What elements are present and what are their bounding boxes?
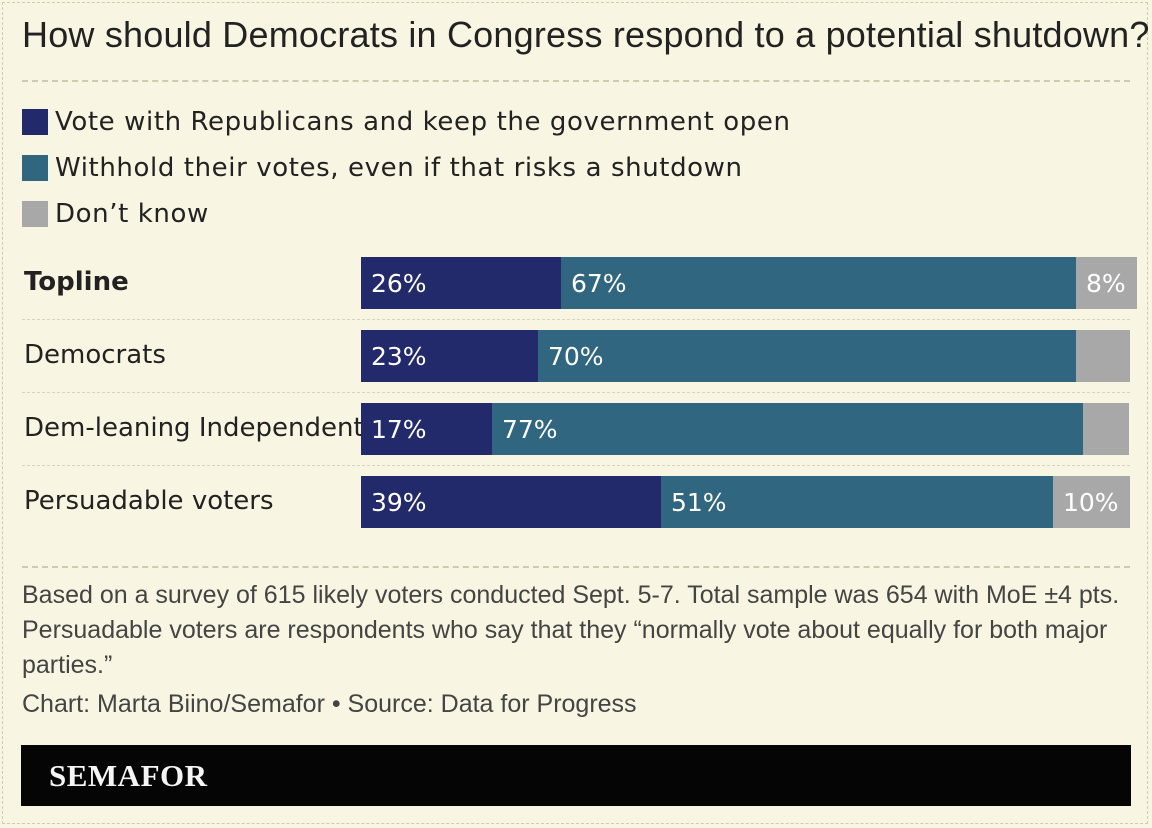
- chart-title: How should Democrats in Congress respond…: [22, 14, 1150, 55]
- row-label-3: Persuadable voters: [24, 486, 274, 516]
- footnote: Based on a survey of 615 likely voters c…: [22, 581, 1120, 679]
- row-label-1: Democrats: [24, 340, 166, 370]
- data-label-1-0: 23%: [371, 341, 427, 371]
- legend-label-2: Don’t know: [55, 199, 209, 229]
- legend-label-0: Vote with Republicans and keep the gover…: [55, 107, 791, 137]
- legend-swatch-1: [22, 155, 48, 181]
- row-separator-1: [22, 319, 1130, 320]
- legend-item-2: Don’t know: [22, 197, 209, 231]
- bar-segment-2-0: 17%: [361, 403, 492, 455]
- title-divider: [22, 80, 1130, 82]
- bar-segment-0-1: 67%: [561, 257, 1076, 309]
- data-label-0-0: 26%: [371, 268, 427, 298]
- bar-segment-2-1: 77%: [492, 403, 1083, 455]
- brand-logo: SEMAFOR: [49, 758, 208, 793]
- row-label-0: Topline: [24, 267, 129, 297]
- row-label-2: Dem-leaning Independents: [24, 413, 378, 443]
- legend-item-0: Vote with Republicans and keep the gover…: [22, 105, 791, 139]
- bar-segment-3-0: 39%: [361, 476, 661, 528]
- data-label-3-2: 10%: [1063, 487, 1119, 517]
- legend-label-1: Withhold their votes, even if that risks…: [55, 153, 743, 183]
- bar-segment-1-1: 70%: [538, 330, 1076, 382]
- row-separator-3: [22, 465, 1130, 466]
- data-label-2-0: 17%: [371, 414, 427, 444]
- data-label-3-0: 39%: [371, 487, 427, 517]
- bar-segment-1-2: [1076, 330, 1130, 382]
- brand-bar: SEMAFOR: [21, 745, 1131, 806]
- legend-item-1: Withhold their votes, even if that risks…: [22, 151, 743, 185]
- footer-divider: [22, 566, 1130, 568]
- bar-segment-3-2: 10%: [1053, 476, 1130, 528]
- bar-segment-3-1: 51%: [661, 476, 1053, 528]
- source-credit: Chart: Marta Biino/Semafor • Source: Dat…: [22, 690, 637, 718]
- bar-segment-0-2: 8%: [1076, 257, 1137, 309]
- bar-segment-0-0: 26%: [361, 257, 561, 309]
- legend-swatch-0: [22, 109, 48, 135]
- bar-segment-1-0: 23%: [361, 330, 538, 382]
- legend-swatch-2: [22, 201, 48, 227]
- row-separator-2: [22, 392, 1130, 393]
- data-label-0-1: 67%: [571, 268, 627, 298]
- bar-segment-2-2: [1083, 403, 1129, 455]
- data-label-0-2: 8%: [1086, 268, 1126, 298]
- data-label-2-1: 77%: [502, 414, 558, 444]
- data-label-1-1: 70%: [548, 341, 604, 371]
- data-label-3-1: 51%: [671, 487, 727, 517]
